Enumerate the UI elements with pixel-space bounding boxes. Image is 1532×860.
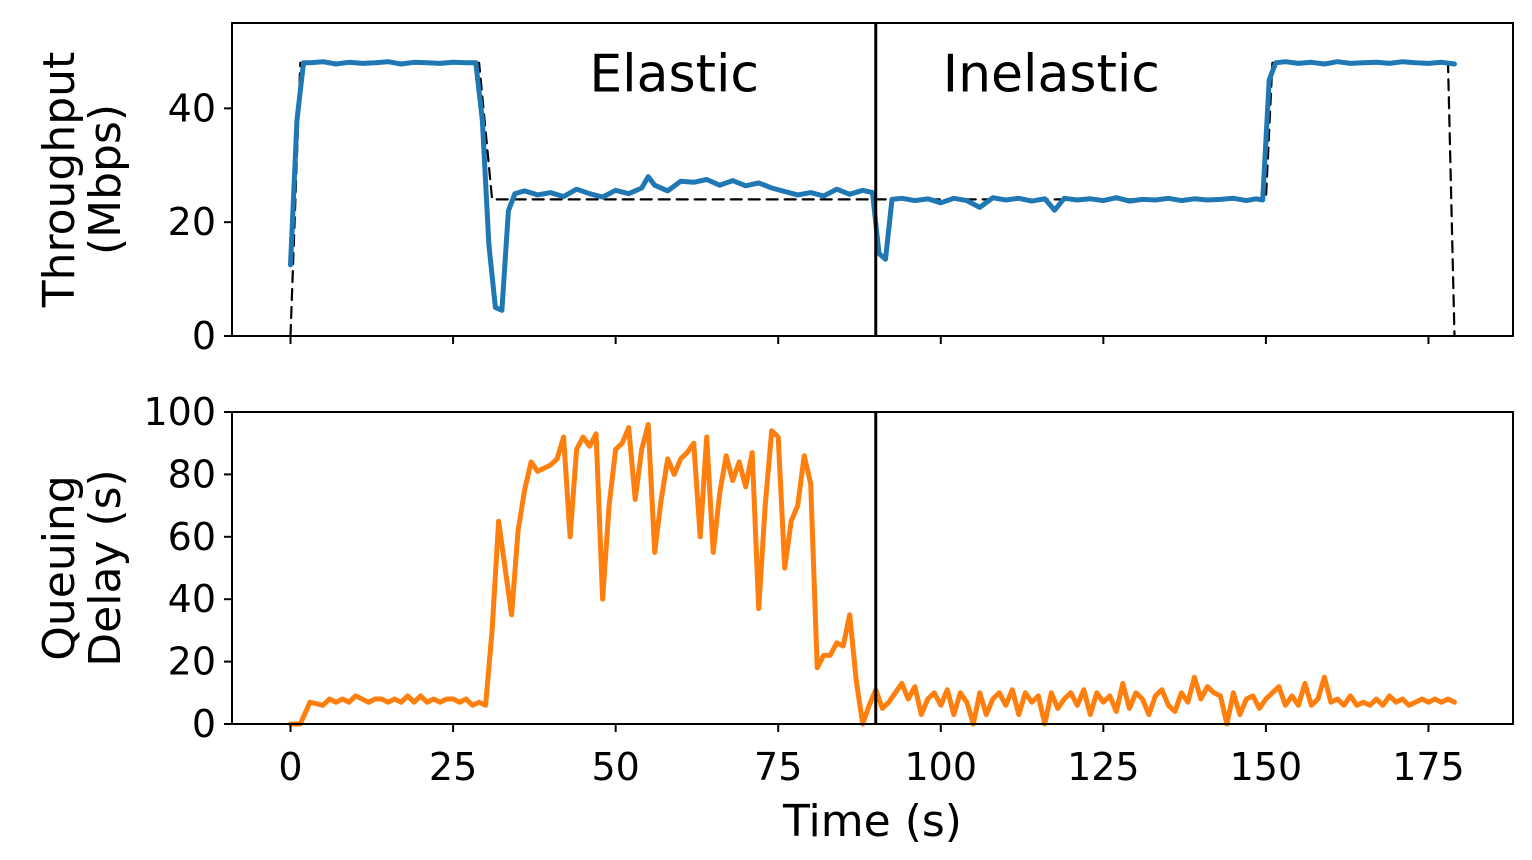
- x-tick-label: 0: [278, 745, 302, 789]
- series-line-0: [288, 422, 1457, 727]
- annotation-0: Elastic: [589, 44, 759, 104]
- y-axis-label-line1: Queuing: [34, 475, 85, 661]
- x-tick-label: 175: [1392, 745, 1465, 789]
- y-tick-label: 40: [168, 577, 216, 621]
- x-tick-label: 125: [1067, 745, 1140, 789]
- throughput-panel: 0 20 40 Throughput(Mbps) Elastic Inelastic: [34, 22, 1514, 358]
- y-tick-label: 0: [192, 702, 216, 746]
- y-axis-label-line2: (Mbps): [80, 104, 131, 255]
- series-line-1: [288, 59, 1457, 313]
- x-axis-label: Time (s): [782, 796, 962, 847]
- y-tick-label: 100: [143, 390, 216, 434]
- x-tick-label: 150: [1230, 745, 1303, 789]
- y-tick-label: 40: [168, 86, 216, 130]
- y-tick-label: 20: [168, 200, 216, 244]
- x-tick-label: 25: [429, 745, 477, 789]
- y-axis-label-line2: Delay (s): [80, 469, 131, 666]
- x-tick-label: 100: [905, 745, 978, 789]
- queuing-delay-panel: 0 25 50 75 100 125 150 175 0 20 40 60 80 100 QueuingDe…: [34, 390, 1514, 847]
- plot-frame: [231, 22, 1514, 337]
- x-tick-label: 50: [591, 745, 639, 789]
- y-tick-label: 80: [168, 452, 216, 496]
- y-axis-label-line1: Throughput: [34, 52, 85, 309]
- y-tick-label: 60: [168, 515, 216, 559]
- y-tick-label: 0: [192, 314, 216, 358]
- x-tick-label: 75: [754, 745, 802, 789]
- y-tick-label: 20: [168, 640, 216, 684]
- annotation-1: Inelastic: [943, 44, 1160, 104]
- plot-frame: [231, 411, 1514, 725]
